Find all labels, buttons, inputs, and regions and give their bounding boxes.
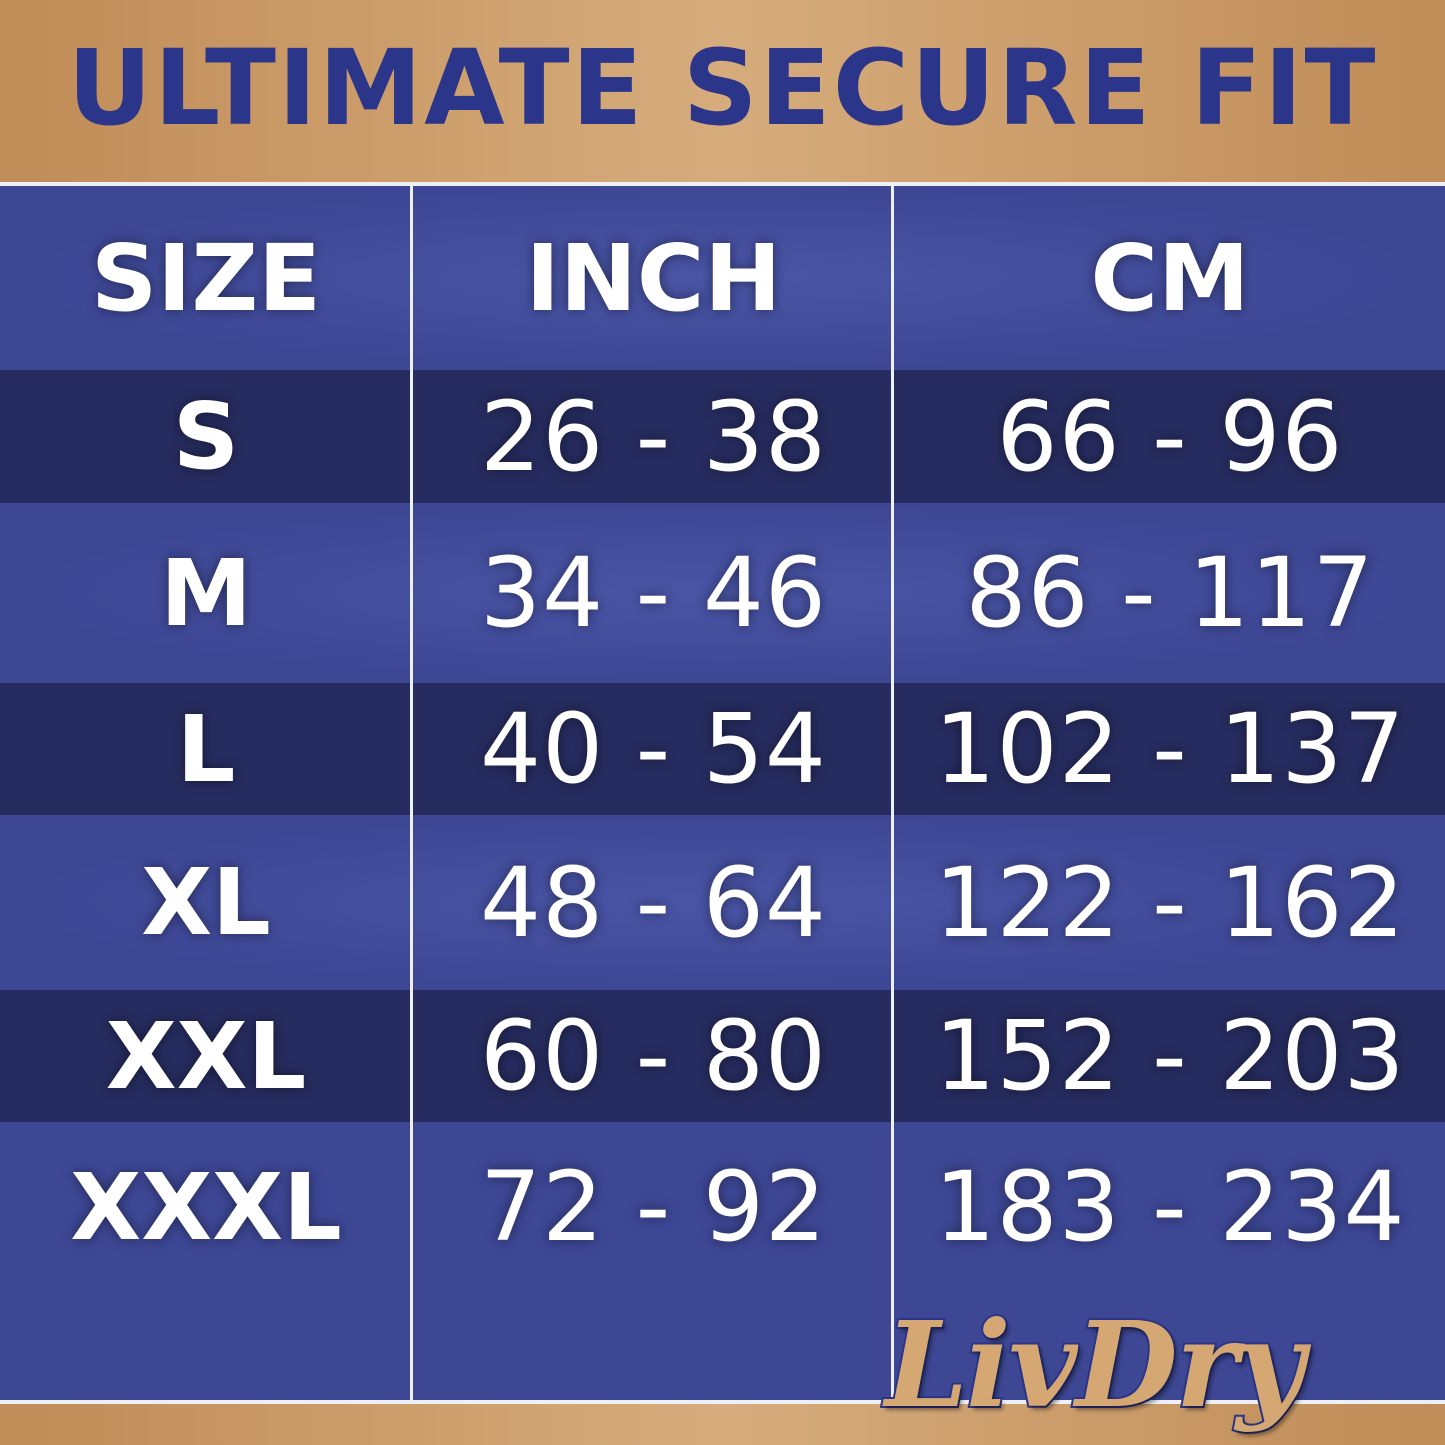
- inch-range: 40 - 54: [480, 693, 827, 805]
- top-band: [0, 0, 1445, 182]
- table-row: S 26 - 38 66 - 96: [0, 370, 1445, 503]
- column-divider: [891, 182, 894, 1404]
- inch-range: 26 - 38: [480, 380, 827, 493]
- cm-range: 66 - 96: [996, 380, 1344, 493]
- size-label: S: [172, 383, 240, 490]
- table-row: XXXL 72 - 92 183 - 234: [0, 1122, 1445, 1292]
- header-size: SIZE: [90, 224, 322, 332]
- column-divider: [410, 182, 413, 1404]
- size-label: L: [176, 695, 236, 803]
- brand-logo: LivDry: [883, 1293, 1306, 1436]
- header-cm: CM: [1090, 224, 1250, 332]
- size-label: XXXL: [70, 1153, 342, 1261]
- inch-range: 72 - 92: [480, 1151, 827, 1263]
- cm-range: 86 - 117: [965, 537, 1375, 649]
- page-title: ULTIMATE SECURE FIT: [67, 27, 1378, 149]
- bottom-band: [0, 1404, 1445, 1445]
- cm-range: 102 - 137: [934, 693, 1406, 805]
- cm-range: 183 - 234: [934, 1151, 1406, 1263]
- size-label: M: [160, 539, 252, 647]
- inch-range: 60 - 80: [480, 1000, 827, 1112]
- size-label: XXL: [105, 1002, 307, 1110]
- table-row: XL 48 - 64 122 - 162: [0, 815, 1445, 990]
- size-label: XL: [141, 849, 271, 956]
- table-row: M 34 - 46 86 - 117: [0, 503, 1445, 683]
- header-inch: INCH: [525, 224, 782, 332]
- cm-range: 122 - 162: [934, 846, 1406, 959]
- inch-range: 48 - 64: [480, 846, 827, 959]
- cm-range: 152 - 203: [934, 1000, 1406, 1112]
- table-header-row: SIZE INCH CM: [0, 186, 1445, 370]
- table-row: XXL 60 - 80 152 - 203: [0, 990, 1445, 1122]
- table-row: L 40 - 54 102 - 137: [0, 683, 1445, 815]
- inch-range: 34 - 46: [480, 537, 827, 649]
